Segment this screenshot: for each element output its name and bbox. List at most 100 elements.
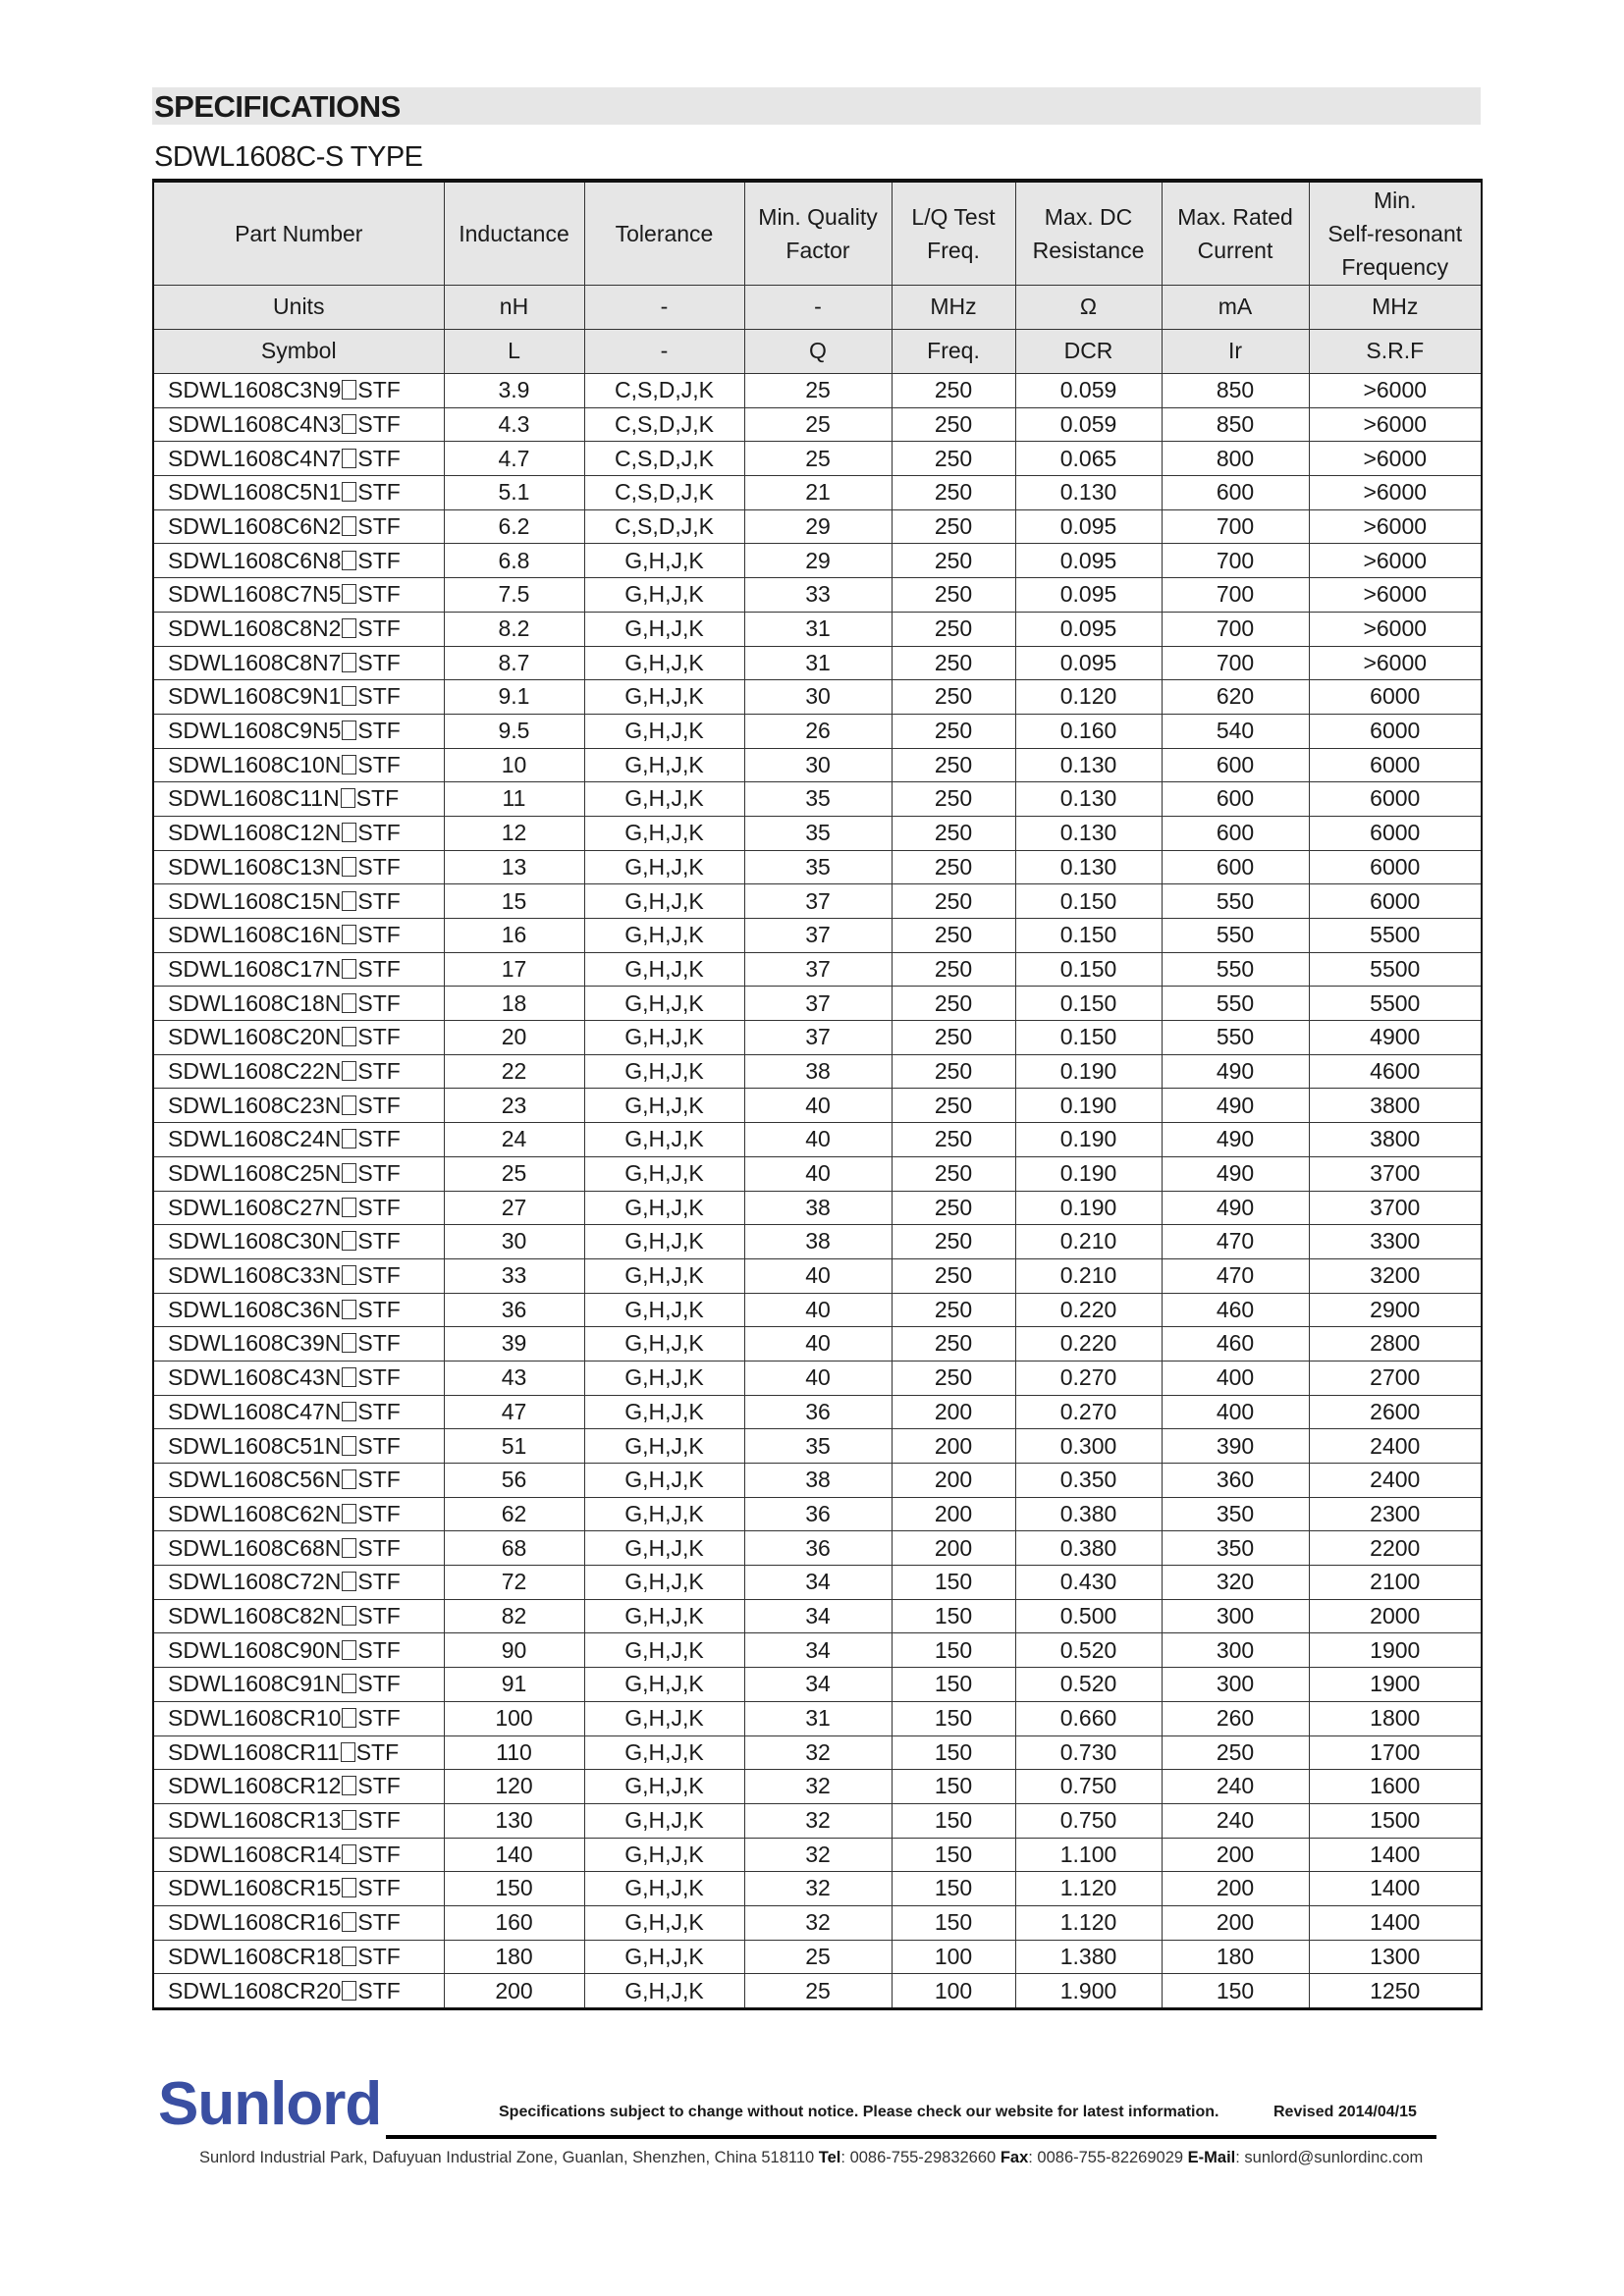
- placeholder-box-icon: [340, 788, 355, 809]
- symbol-row-cell: DCR: [1014, 329, 1163, 374]
- q-factor-cell: 38: [743, 1463, 893, 1498]
- dcr-cell: 0.380: [1014, 1530, 1163, 1567]
- srf-cell: 6000: [1308, 713, 1483, 749]
- part-number-cell: SDWL1608C51N STF: [152, 1428, 445, 1464]
- inductance-cell: 56: [443, 1463, 585, 1498]
- inductance-cell: 4.3: [443, 406, 585, 443]
- test-freq-cell: 150: [891, 1700, 1016, 1736]
- part-number-cell: SDWL1608C5N1 STF: [152, 475, 445, 510]
- part-number-cell: SDWL1608C9N1 STF: [152, 679, 445, 715]
- placeholder-box-icon: [342, 1605, 357, 1626]
- inductance-cell: 150: [443, 1871, 585, 1906]
- dcr-cell: 0.750: [1014, 1769, 1163, 1804]
- placeholder-box-icon: [342, 1843, 357, 1864]
- dcr-cell: 0.190: [1014, 1088, 1163, 1124]
- q-factor-cell: 36: [743, 1496, 893, 1532]
- srf-cell: 6000: [1308, 849, 1483, 885]
- tolerance-cell: C,S,D,J,K: [583, 475, 745, 510]
- q-factor-cell: 32: [743, 1904, 893, 1941]
- footer-divider: [386, 2135, 1436, 2139]
- srf-cell: 4900: [1308, 1020, 1483, 1055]
- test-freq-cell: 250: [891, 406, 1016, 443]
- rated-current-cell: 700: [1161, 508, 1310, 545]
- inductance-cell: 180: [443, 1939, 585, 1975]
- tolerance-cell: G,H,J,K: [583, 849, 745, 885]
- dcr-cell: 0.150: [1014, 883, 1163, 919]
- symbol-row: Symbol L - Q Freq. DCR Ir S.R.F: [152, 329, 1483, 374]
- column-header-text: Freq.: [927, 238, 980, 263]
- table-row: SDWL1608C22N STF 22 G,H,J,K 38 250 0.190 490 460…: [152, 1053, 1483, 1090]
- inductance-cell: 120: [443, 1769, 585, 1804]
- tolerance-cell: G,H,J,K: [583, 1190, 745, 1226]
- dcr-cell: 0.130: [1014, 475, 1163, 510]
- inductance-cell: 3.9: [443, 373, 585, 408]
- column-header-text: Max. DC: [1044, 204, 1133, 230]
- rated-current-cell: 700: [1161, 611, 1310, 647]
- rated-current-cell: 400: [1161, 1360, 1310, 1396]
- q-factor-cell: 37: [743, 1020, 893, 1055]
- srf-cell: 2100: [1308, 1565, 1483, 1600]
- inductance-cell: 9.5: [443, 713, 585, 749]
- dcr-cell: 0.130: [1014, 747, 1163, 783]
- symbol-row-cell: L: [443, 329, 585, 374]
- q-factor-cell: 26: [743, 713, 893, 749]
- dcr-cell: 0.430: [1014, 1565, 1163, 1600]
- sunlord-logo: Sunlord: [158, 2070, 382, 2138]
- rated-current-cell: 300: [1161, 1598, 1310, 1634]
- table-row: SDWL1608CR12 STF 120 G,H,J,K 32 150 0.750 240 16…: [152, 1769, 1483, 1804]
- rated-current-cell: 490: [1161, 1155, 1310, 1192]
- table-row: SDWL1608CR15 STF 150 G,H,J,K 32 150 1.120 200 14…: [152, 1871, 1483, 1906]
- header-row: Part Number Inductance Tolerance Min. Quali…: [152, 180, 1483, 286]
- test-freq-cell: 250: [891, 1326, 1016, 1362]
- tolerance-cell: G,H,J,K: [583, 1632, 745, 1669]
- srf-cell: 1900: [1308, 1667, 1483, 1702]
- dcr-cell: 0.150: [1014, 918, 1163, 953]
- inductance-cell: 130: [443, 1802, 585, 1839]
- rated-current-cell: 350: [1161, 1496, 1310, 1532]
- placeholder-box-icon: [342, 584, 357, 605]
- inductance-cell: 100: [443, 1700, 585, 1736]
- q-factor-cell: 25: [743, 373, 893, 408]
- placeholder-box-icon: [342, 823, 357, 843]
- part-number-cell: SDWL1608C3N9 STF: [152, 373, 445, 408]
- srf-cell: 1500: [1308, 1802, 1483, 1839]
- table-row: SDWL1608C27N STF 27 G,H,J,K 38 250 0.190 490 370…: [152, 1190, 1483, 1226]
- units-row-cell: -: [583, 285, 745, 330]
- test-freq-cell: 250: [891, 577, 1016, 613]
- q-factor-cell: 40: [743, 1122, 893, 1157]
- part-number-cell: SDWL1608C27N STF: [152, 1190, 445, 1226]
- part-number-cell: SDWL1608C15N STF: [152, 883, 445, 919]
- tel-number: : 0086-755-29832660: [840, 2149, 997, 2166]
- rated-current-cell: 400: [1161, 1394, 1310, 1430]
- placeholder-box-icon: [342, 1299, 357, 1319]
- srf-cell: >6000: [1308, 508, 1483, 545]
- rated-current-cell: 850: [1161, 373, 1310, 408]
- q-factor-cell: 36: [743, 1394, 893, 1430]
- placeholder-box-icon: [342, 380, 357, 400]
- inductance-cell: 68: [443, 1530, 585, 1567]
- rated-current-cell: 600: [1161, 815, 1310, 851]
- q-factor-cell: 31: [743, 611, 893, 647]
- placeholder-box-icon: [342, 1810, 357, 1831]
- srf-cell: 6000: [1308, 883, 1483, 919]
- table-row: SDWL1608C30N STF 30 G,H,J,K 38 250 0.210 470 330…: [152, 1224, 1483, 1259]
- tolerance-cell: G,H,J,K: [583, 1735, 745, 1771]
- placeholder-box-icon: [342, 1095, 357, 1115]
- inductance-cell: 110: [443, 1735, 585, 1771]
- placeholder-box-icon: [342, 482, 357, 503]
- tolerance-cell: G,H,J,K: [583, 1871, 745, 1906]
- placeholder-box-icon: [342, 1912, 357, 1933]
- q-factor-cell: 32: [743, 1802, 893, 1839]
- dcr-cell: 0.065: [1014, 441, 1163, 477]
- test-freq-cell: 200: [891, 1428, 1016, 1464]
- part-number-cell: SDWL1608C18N STF: [152, 986, 445, 1022]
- dcr-cell: 0.300: [1014, 1428, 1163, 1464]
- part-number-cell: SDWL1608C13N STF: [152, 849, 445, 885]
- srf-cell: 3200: [1308, 1257, 1483, 1294]
- test-freq-cell: 150: [891, 1735, 1016, 1771]
- q-factor-cell: 30: [743, 679, 893, 715]
- table-row: SDWL1608C12N STF 12 G,H,J,K 35 250 0.130 600 600…: [152, 815, 1483, 851]
- inductance-cell: 17: [443, 951, 585, 988]
- q-factor-cell: 25: [743, 1939, 893, 1975]
- placeholder-box-icon: [342, 890, 357, 911]
